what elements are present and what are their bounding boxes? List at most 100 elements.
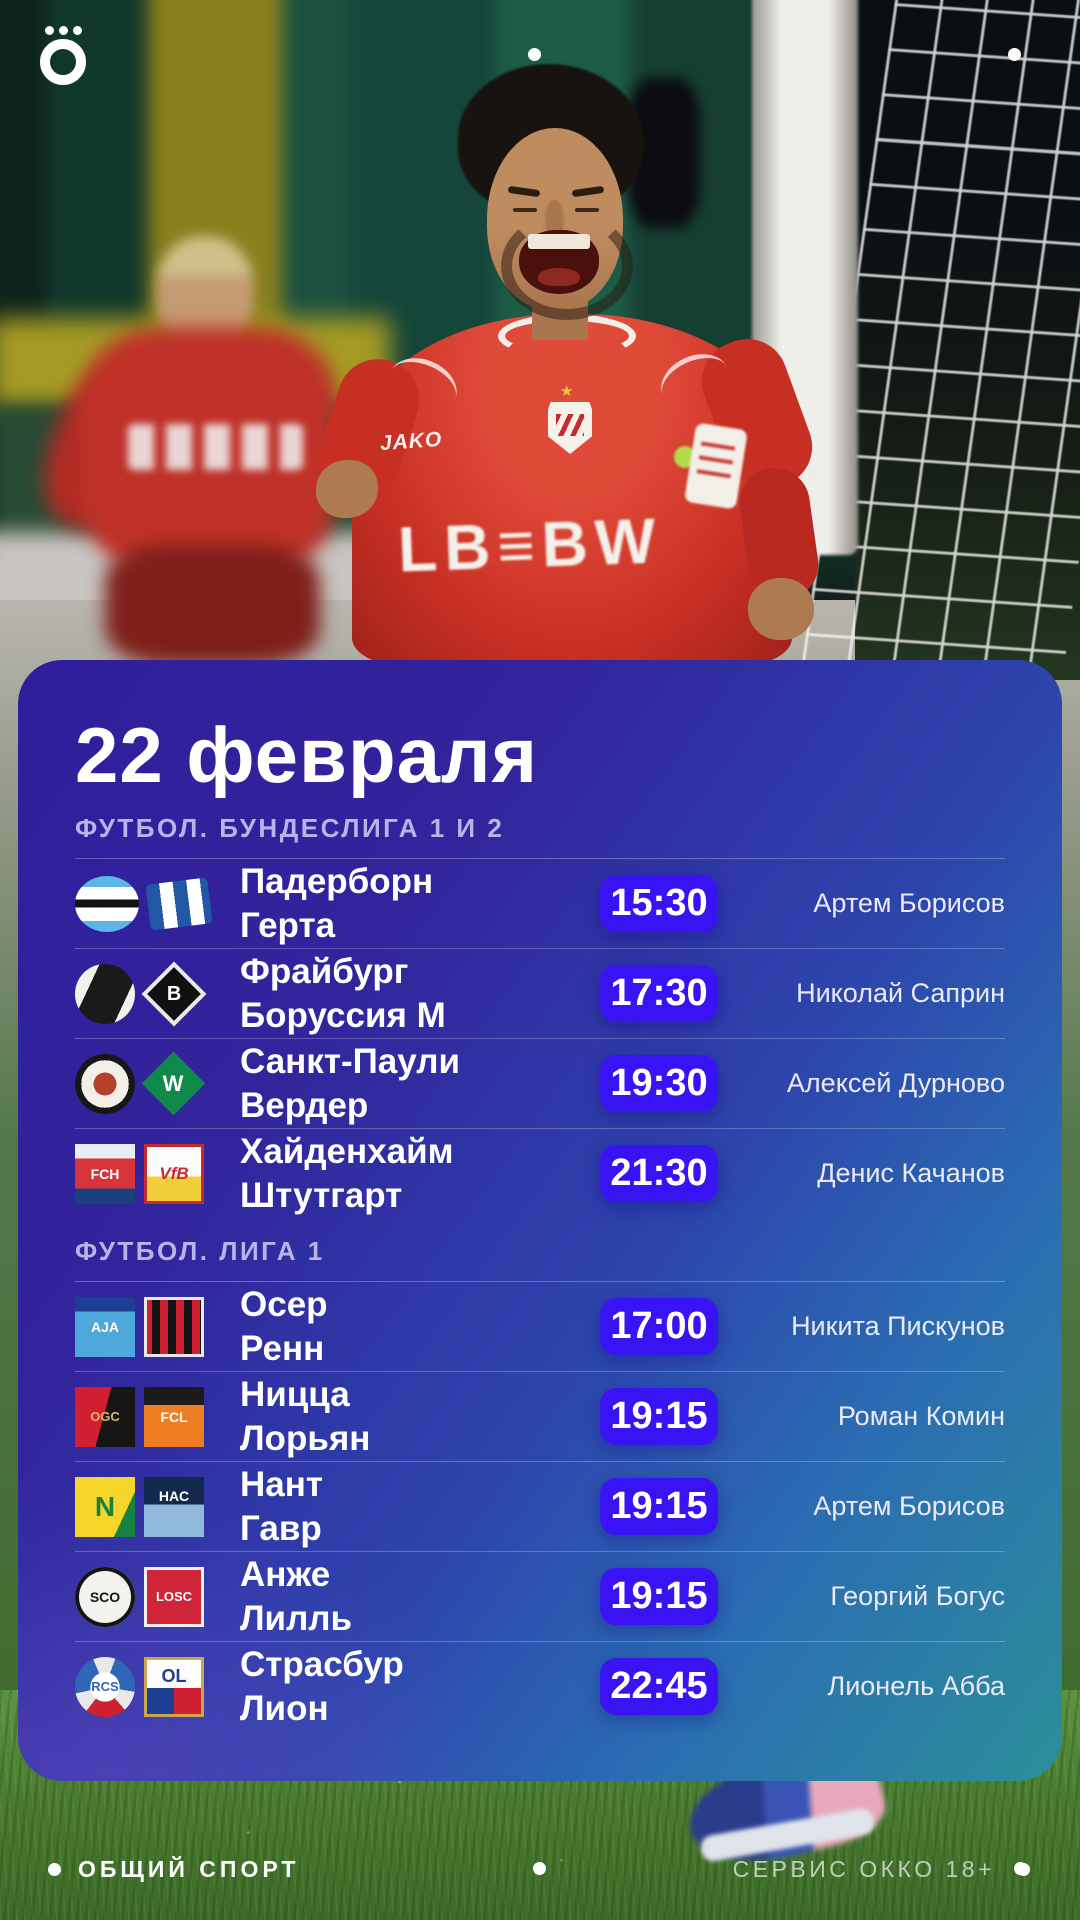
marker-dot xyxy=(1008,48,1021,61)
match-row: AJA Осер Ренн 17:00 Никита Пискунов xyxy=(75,1282,1005,1371)
home-team-name: Осер xyxy=(240,1285,328,1325)
fc-nantes-crest-icon: N xyxy=(75,1476,135,1537)
jersey-sponsor-text: LB≡BW xyxy=(396,504,664,586)
vfb-stuttgart-crest-icon: VfB xyxy=(144,1143,204,1204)
away-team-name: Штутгарт xyxy=(240,1175,403,1215)
match-row: W Санкт-Паули Вердер 19:30 Алексей Дурново xyxy=(75,1038,1005,1128)
club-logos: SCO LOSC xyxy=(75,1566,240,1627)
away-team-name: Лилль xyxy=(240,1598,353,1638)
section-label: ФУТБОЛ. ЛИГА 1 xyxy=(75,1236,1005,1283)
home-team-name: Хайденхайм xyxy=(240,1132,454,1172)
schedule-card: 22 февраля ФУТБОЛ. БУНДЕСЛИГА 1 И 2 Паде… xyxy=(18,660,1062,1781)
club-logos: AJA xyxy=(75,1296,240,1357)
match-row: B Фрайбург Боруссия М 17:30 Николай Саприн xyxy=(75,948,1005,1038)
club-logos: W xyxy=(75,1052,240,1116)
fc-lorient-crest-icon: FCL xyxy=(144,1386,204,1447)
match-list: Падерборн Герта 15:30 Артем Борисов B Фрайбур… xyxy=(75,859,1005,1218)
marker-dot xyxy=(528,48,541,61)
commentator-name: Никита Пискунов xyxy=(791,1311,1005,1342)
match-list: AJA Осер Ренн 17:00 Никита Пискунов OGC FCL Ниц… xyxy=(75,1282,1005,1731)
crest-star-icon: ★ xyxy=(560,383,574,400)
match-time-badge: 19:30 xyxy=(600,1055,718,1113)
commentator-name: Денис Качанов xyxy=(817,1158,1005,1189)
fc-st-pauli-crest-icon xyxy=(75,1053,135,1114)
sc-paderborn-crest-icon xyxy=(75,875,139,932)
club-logos: OGC FCL xyxy=(75,1386,240,1447)
club-logos: B xyxy=(75,961,240,1027)
home-team-name: Страсбур xyxy=(240,1645,404,1685)
home-team-name: Фрайбург xyxy=(240,952,409,992)
olympique-lyonnais-crest-icon: OL xyxy=(144,1656,204,1717)
home-team-name: Анже xyxy=(240,1555,331,1595)
marker-dot xyxy=(533,1862,546,1875)
aj-auxerre-crest-icon: AJA xyxy=(75,1296,135,1357)
footer-left-label: ОБЩИЙ СПОРТ xyxy=(78,1856,300,1882)
match-row: FCH VfB Хайденхайм Штутгарт 21:30 Денис Качан… xyxy=(75,1128,1005,1218)
match-teams: Анже Лилль xyxy=(240,1553,600,1640)
match-time-badge: 19:15 xyxy=(600,1568,718,1626)
commentator-name: Роман Комин xyxy=(837,1401,1005,1432)
commentator-name: Артем Борисов xyxy=(813,888,1005,919)
away-team-name: Вердер xyxy=(240,1085,369,1125)
match-time-badge: 15:30 xyxy=(600,875,718,933)
le-havre-ac-crest-icon: HAC xyxy=(144,1476,204,1537)
footer-right-label: СЕРВИС ОККО 18+ xyxy=(732,1856,995,1882)
home-team-name: Нант xyxy=(240,1465,324,1505)
commentator-name: Артем Борисов xyxy=(813,1491,1005,1522)
borussia-moenchengladbach-crest-icon: B xyxy=(141,961,207,1027)
losc-lille-crest-icon: LOSC xyxy=(144,1566,204,1627)
werder-bremen-crest-icon: W xyxy=(141,1052,206,1116)
stade-rennais-crest-icon xyxy=(144,1296,204,1357)
match-teams: Осер Ренн xyxy=(240,1283,600,1370)
marker-dot xyxy=(1017,1863,1030,1876)
match-time-badge: 17:30 xyxy=(600,965,718,1023)
match-row: N HAC Нант Гавр 19:15 Артем Борисов xyxy=(75,1461,1005,1551)
okko-logo xyxy=(38,26,88,85)
match-teams: Страсбур Лион xyxy=(240,1643,600,1730)
home-team-name: Санкт-Паули xyxy=(240,1042,460,1082)
away-team-name: Герта xyxy=(240,905,336,945)
match-teams: Падерборн Герта xyxy=(240,860,600,947)
section-bundesliga: ФУТБОЛ. БУНДЕСЛИГА 1 И 2 Падерборн Герта 1… xyxy=(75,813,1005,1218)
match-row: OGC FCL Ницца Лорьян 19:15 Роман Комин xyxy=(75,1371,1005,1461)
match-time-badge: 22:45 xyxy=(600,1658,718,1716)
away-team-name: Боруссия М xyxy=(240,995,446,1035)
section-ligue1: ФУТБОЛ. ЛИГА 1 AJA Осер Ренн 17:00 Никита Пи… xyxy=(75,1236,1005,1731)
section-label: ФУТБОЛ. БУНДЕСЛИГА 1 И 2 xyxy=(75,813,1005,860)
sc-freiburg-crest-icon xyxy=(75,963,135,1024)
club-logos xyxy=(75,875,240,932)
fc-heidenheim-crest-icon: FCH xyxy=(75,1143,135,1204)
hertha-bsc-flag-crest-icon xyxy=(145,877,213,931)
club-logos: FCH VfB xyxy=(75,1143,240,1204)
commentator-name: Лионель Абба xyxy=(827,1671,1005,1702)
rc-strasbourg-crest-icon: RCS xyxy=(75,1656,135,1717)
club-logos: RCS OL xyxy=(75,1656,240,1717)
home-team-name: Ницца xyxy=(240,1375,350,1415)
match-teams: Фрайбург Боруссия М xyxy=(240,950,600,1037)
jersey-brand-text: JAKO xyxy=(379,427,444,456)
match-time-badge: 21:30 xyxy=(600,1145,718,1203)
match-time-badge: 19:15 xyxy=(600,1478,718,1536)
club-logos: N HAC xyxy=(75,1476,240,1537)
match-teams: Нант Гавр xyxy=(240,1463,600,1550)
home-team-name: Падерборн xyxy=(240,862,434,902)
away-team-name: Ренн xyxy=(240,1328,325,1368)
marker-dot xyxy=(48,1863,61,1876)
angers-sco-crest-icon: SCO xyxy=(75,1566,135,1627)
player-fist xyxy=(316,460,378,518)
ogc-nice-crest-icon: OGC xyxy=(75,1386,135,1447)
match-teams: Ницца Лорьян xyxy=(240,1373,600,1460)
commentator-name: Георгий Богус xyxy=(830,1581,1005,1612)
footer-left: ОБЩИЙ СПОРТ xyxy=(48,1856,299,1883)
away-team-name: Гавр xyxy=(240,1508,322,1548)
okko-logo-ring xyxy=(40,39,86,85)
footer-right: СЕРВИС ОККО 18+ xyxy=(733,1856,1030,1883)
date-title: 22 февраля xyxy=(75,711,539,799)
okko-logo-dots xyxy=(38,26,88,35)
match-row: SCO LOSC Анже Лилль 19:15 Георгий Богус xyxy=(75,1551,1005,1641)
commentator-name: Николай Саприн xyxy=(796,978,1005,1009)
away-team-name: Лион xyxy=(240,1688,329,1728)
match-teams: Санкт-Паули Вердер xyxy=(240,1040,600,1127)
commentator-name: Алексей Дурново xyxy=(786,1068,1005,1099)
